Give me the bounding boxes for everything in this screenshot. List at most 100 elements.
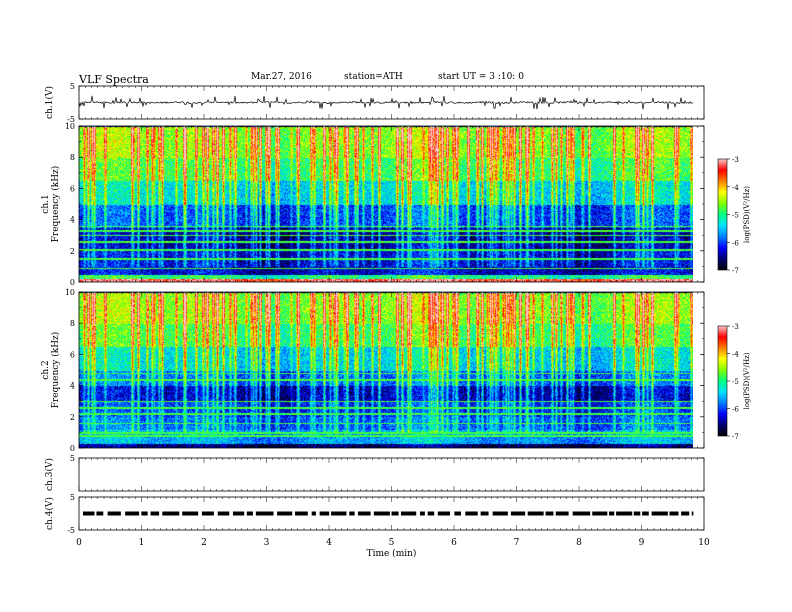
ch4-signal-segment (545, 511, 554, 516)
ch4-signal-segment (681, 511, 690, 516)
ch4-signal-segment (427, 511, 435, 516)
ch4-signal-segment (420, 511, 425, 516)
date-label: Mar.27, 2016 (251, 72, 312, 82)
ch4-signal-segment (437, 511, 451, 516)
panels-layer: 5 -5 ch.1(V) -3 -4 -5 -6 -7 log(PSD)(V²/Hz) 0 2 4 6 8… (41, 82, 751, 535)
ch4-signal-segment (277, 511, 293, 516)
ch4-signal-segment (107, 511, 121, 516)
colorbar-tick-label: -5 (732, 378, 739, 386)
x-tick-label: 2 (201, 538, 207, 548)
ch4-signal-segment (609, 511, 615, 516)
colorbar-tick-label: -4 (732, 184, 739, 192)
ch4-signal-segment (480, 511, 489, 516)
colorbar-tick-label: -3 (732, 156, 739, 164)
y-tick-label: 10 (65, 288, 75, 297)
panel-4: 5 ch.3(V) (44, 454, 705, 492)
colorbar-tick-label: -3 (732, 323, 739, 331)
ch4-signal-segment (373, 511, 390, 516)
y-tick-label: 8 (70, 319, 75, 328)
ch4-signal-segment (616, 511, 633, 516)
x-tick-label: 5 (389, 538, 395, 548)
colorbar-tick-label: -7 (732, 267, 739, 275)
y-tick-label: 5 (70, 493, 75, 502)
ch4-signal-segment (465, 511, 478, 516)
y-tick-label: -5 (67, 526, 75, 535)
ch4-signal-segment (454, 511, 461, 516)
y-tick-label: 4 (70, 216, 75, 225)
y-tick-label: 2 (70, 247, 75, 256)
ch4-signal-segment (555, 511, 569, 516)
ch4-signal-segment (255, 511, 274, 516)
colorbar-tick-label: -5 (732, 212, 739, 220)
colorbar-tick-label: -4 (732, 351, 739, 359)
time-axis: 0 1 2 3 4 5 6 7 8 9 10 Time (min) (76, 538, 710, 559)
x-tick-label: 3 (264, 538, 270, 548)
ch4-signal-segment (246, 511, 253, 516)
y-tick-label: 0 (70, 278, 75, 287)
y-tick-label: 5 (70, 454, 75, 463)
x-tick-label: 9 (639, 538, 645, 548)
colorbar-tick-label: -7 (732, 433, 739, 441)
ch4-signal-segment (141, 511, 148, 516)
y-tick-label: -5 (67, 115, 75, 124)
y-axis-label-frequency: Frequency (kHz) (50, 332, 61, 409)
ch4-signal-segment (633, 511, 641, 516)
panel-5: 5 -5 ch.4(V) (44, 493, 705, 535)
y-tick-label: 10 (65, 122, 75, 131)
ch4-signal-segment (691, 511, 694, 516)
ch4-signal-segment (492, 511, 508, 516)
ch4-signal-segment (400, 511, 417, 516)
ch4-signal-segment (331, 511, 347, 516)
y-tick-label: 0 (70, 444, 75, 453)
y-tick-label: 5 (70, 82, 75, 91)
x-tick-label: 1 (139, 538, 145, 548)
y-axis-label: ch.1(V) (44, 86, 55, 119)
ch4-signal-segment (232, 511, 245, 516)
ch4-signal-segment (669, 511, 679, 516)
ch4-signal-segment (150, 511, 160, 516)
y-axis-label-frequency: Frequency (kHz) (50, 166, 61, 243)
ch4-signal-segment (83, 511, 95, 516)
y-axis-label: ch.4(V) (44, 497, 55, 530)
ch1-waveform-trace (78, 95, 694, 110)
ch4-signal-segment (162, 511, 180, 516)
colorbar-label: log(PSD)(V²/Hz) (743, 352, 751, 409)
y-axis-label-channel: ch.1 (41, 194, 51, 213)
colorbar-2 (717, 325, 728, 437)
ch4-signal-segment (510, 511, 526, 516)
x-tick-label: 7 (514, 538, 520, 548)
x-axis-label: Time (min) (367, 548, 417, 559)
ch4-signal-segment (572, 511, 591, 516)
ch4-signal-segment (182, 511, 199, 516)
ch4-signal-segment (311, 511, 316, 516)
ch4-signal-segment (125, 511, 140, 516)
ch4-signal-segment (357, 511, 371, 516)
colorbar-1 (717, 158, 728, 271)
colorbar-tick-label: -6 (732, 406, 739, 414)
x-tick-label: 0 (76, 538, 82, 548)
y-tick-label: 4 (70, 382, 75, 391)
y-axis-label-channel: ch.2 (41, 360, 51, 379)
y-tick-label: 2 (70, 413, 75, 422)
y-tick-label: 6 (70, 184, 75, 193)
ch4-signal-segment (96, 511, 104, 516)
ch4-signal-segment (349, 511, 355, 516)
figure-title: VLF Spectra (79, 73, 149, 86)
panel-2: -3 -4 -5 -6 -7 log(PSD)(V²/Hz) 0 2 4 6 8 10 ch.1 Freq… (41, 122, 751, 287)
y-axis-label: ch.3(V) (44, 458, 55, 491)
spectrogram-image-2 (79, 292, 693, 448)
panel-1: 5 -5 ch.1(V) (44, 82, 705, 124)
ch4-signal-segment (651, 511, 668, 516)
x-tick-label: 4 (326, 538, 332, 548)
panel-3: -3 -4 -5 -6 -7 log(PSD)(V²/Hz) 0 2 4 6 8 10 ch.2 Freq… (41, 288, 751, 453)
ch4-signal-segment (592, 511, 608, 516)
ch4-signal-segment (391, 511, 399, 516)
y-tick-label: 8 (70, 153, 75, 162)
ch4-signal-segment (527, 511, 544, 516)
x-tick-label: 10 (698, 538, 710, 548)
x-tick-label: 8 (576, 538, 582, 548)
ch4-signal-segment (642, 511, 649, 516)
ch4-signal-segment (319, 511, 330, 516)
spectrogram-image-1 (79, 126, 693, 282)
